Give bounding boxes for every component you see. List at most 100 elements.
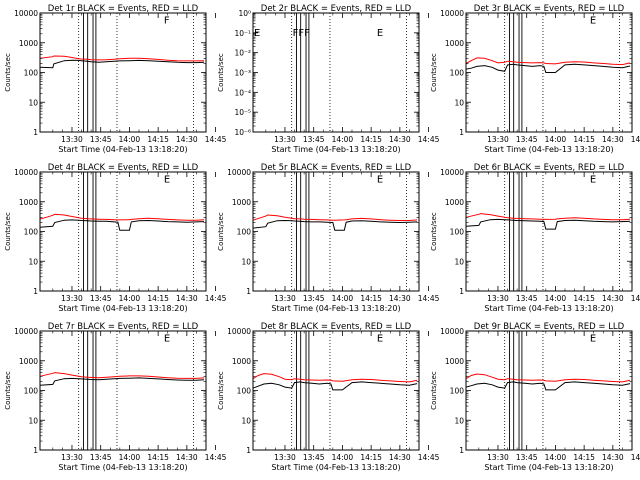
- x-tick-label: 14:45: [205, 294, 227, 303]
- x-tick-label: 14:15: [360, 135, 382, 144]
- y-tick-label: 10000: [14, 168, 38, 177]
- plot-frame: [39, 171, 207, 292]
- flag-label: E: [590, 333, 596, 344]
- x-axis-label: Start Time (04-Feb-13 13:18:20): [271, 463, 400, 472]
- x-axis-label: Start Time (04-Feb-13 13:18:20): [484, 145, 613, 154]
- x-tick-label: 14:45: [631, 135, 640, 144]
- x-tick-label: 14:30: [389, 453, 411, 462]
- x-tick-label: 13:45: [90, 294, 112, 303]
- series-line-lld: [39, 213, 205, 221]
- x-tick-label: 14:30: [176, 294, 198, 303]
- y-axis-label: Counts/sec: [430, 212, 438, 251]
- y-tick-label: 10: [28, 416, 38, 425]
- plot-frame: [39, 330, 207, 451]
- x-tick-label: 14:00: [545, 135, 567, 144]
- x-tick-label: 13:30: [274, 135, 296, 144]
- flag-label: E: [377, 333, 383, 344]
- x-tick-label: 14:30: [602, 453, 624, 462]
- y-tick-label: 100: [450, 69, 465, 78]
- x-tick-label: 14:00: [119, 294, 141, 303]
- x-tick-label: 14:45: [418, 135, 440, 144]
- x-tick-label: 14:45: [205, 453, 227, 462]
- x-tick-label: 13:30: [274, 453, 296, 462]
- y-tick-label: 100: [237, 228, 252, 237]
- series-line-events: [252, 219, 418, 231]
- flag-label: F: [293, 28, 299, 39]
- panel-title: Det 1r BLACK = Events, RED = LLD: [48, 4, 199, 14]
- series-line-events: [465, 63, 631, 73]
- y-axis-label: Counts/sec: [217, 371, 225, 410]
- series-line-events: [39, 219, 205, 231]
- y-tick-label: 10: [454, 416, 464, 425]
- y-tick-label: 10⁰: [238, 9, 251, 18]
- x-tick-label: 14:30: [176, 135, 198, 144]
- y-tick-label: 100: [24, 228, 39, 237]
- y-tick-label: 1000: [232, 357, 251, 366]
- y-tick-label: 10⁻⁶: [234, 128, 251, 137]
- plot-frame: [252, 12, 420, 133]
- panel-title: Det 4r BLACK = Events, RED = LLD: [48, 163, 199, 173]
- y-tick-label: 10000: [227, 168, 251, 177]
- plot-frame: [465, 171, 633, 292]
- x-tick-label: 14:15: [573, 294, 595, 303]
- x-tick-label: 13:45: [303, 135, 325, 144]
- x-axis-label: Start Time (04-Feb-13 13:18:20): [484, 463, 613, 472]
- y-tick-label: 1: [246, 287, 251, 296]
- series-line-lld: [465, 213, 631, 221]
- y-tick-label: 10: [454, 98, 464, 107]
- y-axis-label: Counts/sec: [217, 212, 225, 251]
- y-tick-label: 10⁻⁴: [234, 88, 251, 97]
- x-tick-label: 13:45: [90, 453, 112, 462]
- x-axis-label: Start Time (04-Feb-13 13:18:20): [58, 304, 187, 313]
- y-tick-label: 10000: [440, 168, 464, 177]
- x-tick-label: 14:30: [602, 294, 624, 303]
- x-tick-label: 13:45: [303, 453, 325, 462]
- x-axis-label: Start Time (04-Feb-13 13:18:20): [58, 145, 187, 154]
- y-tick-label: 1: [459, 446, 464, 455]
- x-tick-label: 14:45: [631, 453, 640, 462]
- flag-label: E: [164, 174, 170, 185]
- y-tick-label: 10000: [227, 327, 251, 336]
- y-tick-label: 1: [246, 446, 251, 455]
- x-tick-label: 13:30: [487, 294, 509, 303]
- x-tick-label: 14:00: [545, 294, 567, 303]
- y-tick-label: 1: [459, 128, 464, 137]
- y-tick-label: 10⁻⁵: [234, 108, 251, 117]
- x-tick-label: 13:30: [274, 294, 296, 303]
- y-tick-label: 1000: [19, 357, 38, 366]
- flag-label: E: [377, 174, 383, 185]
- series-line-lld: [252, 373, 418, 383]
- x-tick-label: 14:00: [119, 453, 141, 462]
- y-tick-label: 1000: [445, 39, 464, 48]
- series-line-lld: [465, 373, 631, 383]
- x-tick-label: 14:30: [176, 453, 198, 462]
- x-tick-label: 14:45: [418, 453, 440, 462]
- panel-title: Det 6r BLACK = Events, RED = LLD: [474, 163, 625, 173]
- flag-label: E: [377, 28, 383, 39]
- series-line-events: [252, 381, 418, 391]
- x-tick-label: 13:30: [487, 135, 509, 144]
- panel-title: Det 2r BLACK = Events, RED = LLD: [261, 4, 412, 14]
- flag-label: E: [590, 174, 596, 185]
- series-line-lld: [252, 214, 418, 221]
- flag-label: F: [164, 15, 170, 26]
- x-tick-label: 13:45: [90, 135, 112, 144]
- panel-title: Det 7r BLACK = Events, RED = LLD: [48, 322, 199, 332]
- flag-label: F: [304, 28, 310, 39]
- x-tick-label: 14:00: [332, 294, 354, 303]
- y-axis-label: Counts/sec: [217, 53, 225, 92]
- y-tick-label: 10000: [14, 9, 38, 18]
- y-axis-label: Counts/sec: [430, 53, 438, 92]
- y-axis-label: Counts/sec: [4, 371, 12, 410]
- series-line-events: [465, 381, 631, 391]
- y-tick-label: 100: [450, 387, 465, 396]
- x-tick-label: 14:30: [389, 294, 411, 303]
